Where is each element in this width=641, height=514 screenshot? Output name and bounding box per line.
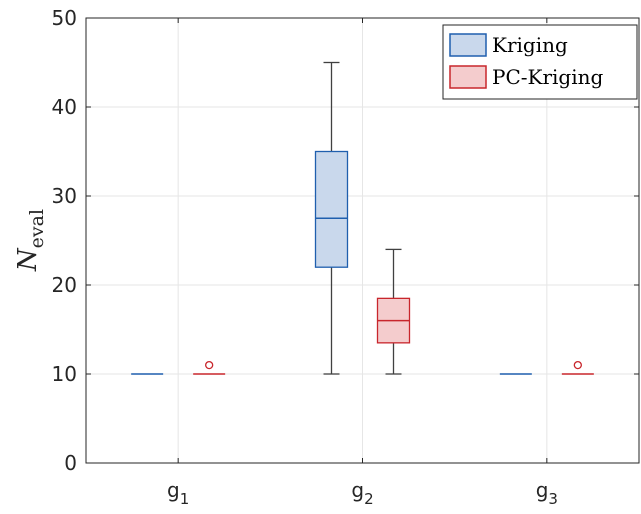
y-axis-label: Neval xyxy=(13,209,48,272)
axes xyxy=(85,17,640,464)
box-iqr xyxy=(314,150,349,268)
box-pc-kriging-2 xyxy=(376,248,411,375)
outlier-point xyxy=(205,360,214,370)
y-tick-label: 40 xyxy=(52,95,77,119)
y-tick-label: 20 xyxy=(52,273,77,297)
y-tick-label: 30 xyxy=(52,184,77,208)
plot-area xyxy=(131,61,594,375)
box-pc-kriging-1 xyxy=(193,360,226,375)
outlier-point xyxy=(573,360,582,370)
legend-label-pc-kriging: PC-Kriging xyxy=(492,65,603,89)
box-kriging-2 xyxy=(314,61,349,375)
box-pc-kriging-3 xyxy=(561,360,594,375)
y-axis-label-subscript: eval xyxy=(26,209,48,248)
y-tick-label: 0 xyxy=(64,451,77,475)
x-tick-label: g1 xyxy=(167,478,189,508)
legend-swatch-pc-kriging xyxy=(449,65,487,89)
y-tick-label: 10 xyxy=(52,362,77,386)
legend-swatch-kriging xyxy=(449,33,487,57)
legend: Kriging PC-Kriging xyxy=(442,24,638,100)
tick-labels: 0 10 20 30 40 50 g1 g2 g3 xyxy=(52,6,558,508)
y-tick-label: 50 xyxy=(52,6,77,30)
x-tick-label: g2 xyxy=(351,478,373,508)
legend-label-kriging: Kriging xyxy=(492,33,568,57)
y-axis-label-base: N xyxy=(13,247,43,272)
x-tick-label: g3 xyxy=(536,478,558,508)
